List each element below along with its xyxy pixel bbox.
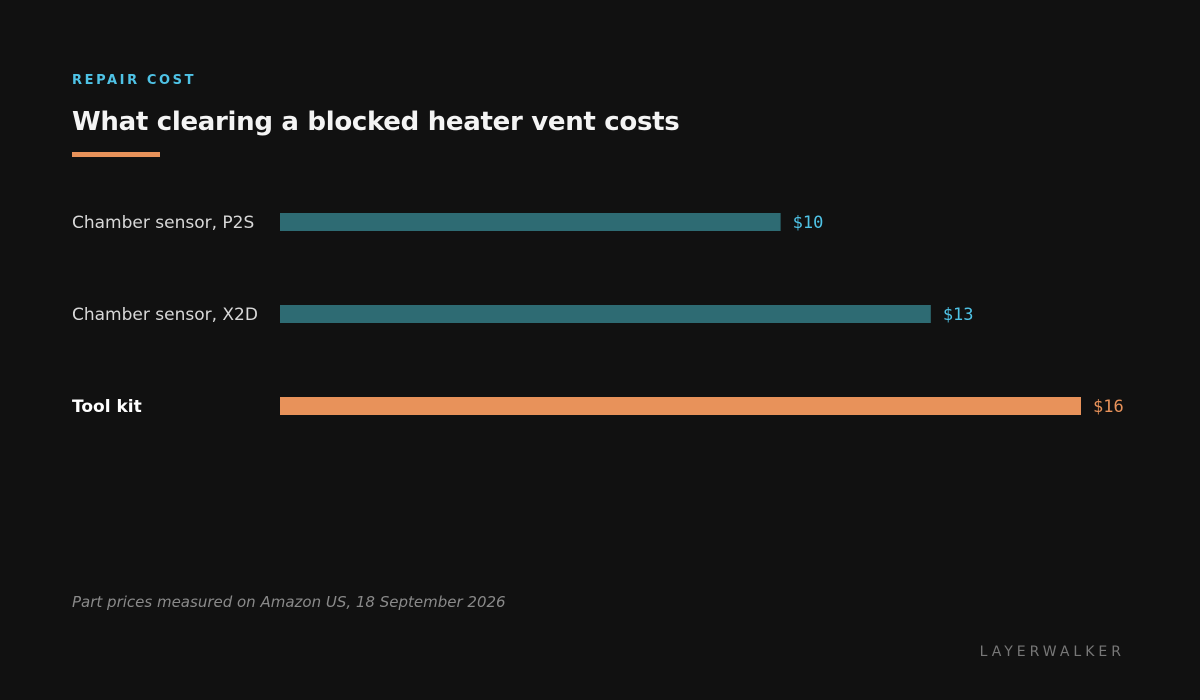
category-label: Tool kit [72,397,142,417]
category-label: Chamber sensor, X2D [72,305,258,325]
title-accent-rule [72,152,160,157]
bar [280,305,931,323]
bar [280,397,1081,415]
value-label: $13 [943,305,974,325]
bar [280,213,781,231]
value-label: $16 [1093,397,1124,417]
source-note: Part prices measured on Amazon US, 18 Se… [72,593,506,611]
chart-title: What clearing a blocked heater vent cost… [72,107,680,137]
kicker: REPAIR COST [72,73,197,88]
brand-wordmark: LAYERWALKER [979,644,1125,660]
category-label: Chamber sensor, P2S [72,213,254,233]
value-label: $10 [793,213,824,233]
